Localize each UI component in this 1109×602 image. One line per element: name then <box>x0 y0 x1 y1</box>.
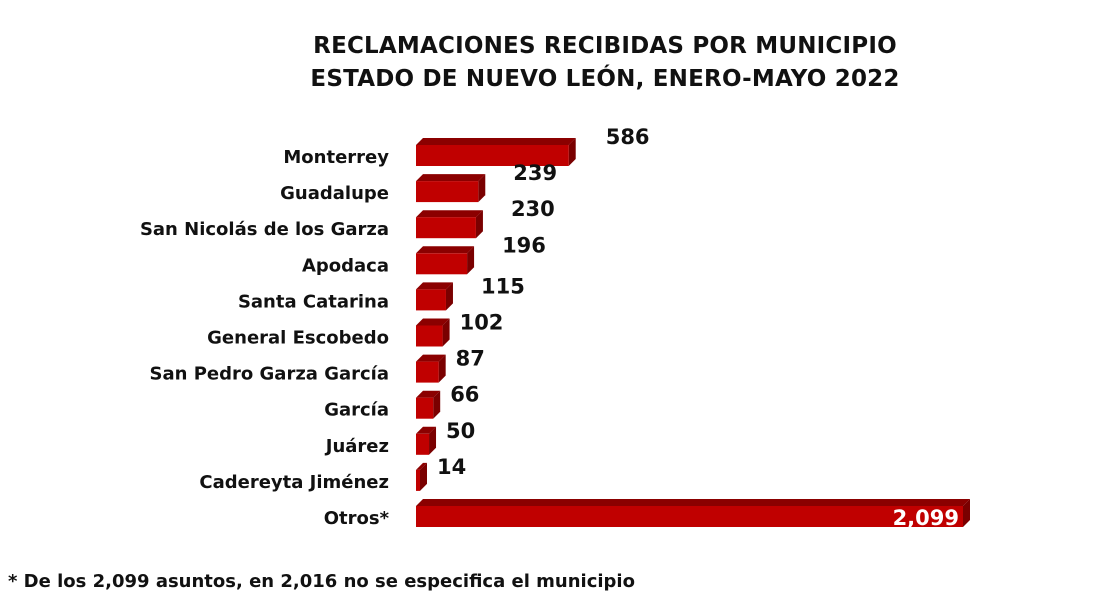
data-label: 239 <box>513 161 557 185</box>
category-label: Monterrey <box>283 147 389 168</box>
data-label: 66 <box>450 383 479 407</box>
category-label: García <box>324 400 389 421</box>
bar-side <box>478 174 486 203</box>
bar <box>416 217 476 239</box>
data-label: 50 <box>446 419 475 443</box>
bar-side <box>475 210 483 239</box>
bar-side <box>429 426 437 455</box>
category-label: Juárez <box>324 436 389 457</box>
bar <box>416 469 420 491</box>
category-label: San Nicolás de los Garza <box>140 219 389 240</box>
bar-side <box>963 499 970 527</box>
chart-subtitle: ESTADO DE NUEVO LEÓN, ENERO-MAYO 2022 <box>310 66 900 92</box>
bar-side <box>568 138 576 166</box>
category-label: Apodaca <box>302 255 389 276</box>
bar-top <box>416 390 441 398</box>
chart-title: RECLAMACIONES RECIBIDAS POR MUNICIPIO <box>313 33 897 59</box>
data-label: 115 <box>481 274 525 298</box>
bar-side <box>433 390 441 419</box>
bar <box>416 145 569 166</box>
bar <box>416 289 446 311</box>
footnote: * De los 2,099 asuntos, en 2,016 no se e… <box>8 571 635 592</box>
bar-top <box>416 138 576 145</box>
bar-top <box>416 246 475 254</box>
data-label: 196 <box>502 233 546 257</box>
bar-top <box>416 174 486 182</box>
category-label: San Pedro Garza García <box>150 364 389 385</box>
bar-top <box>416 210 483 218</box>
bar-top <box>416 282 453 290</box>
bar <box>416 397 434 419</box>
bar <box>416 253 468 275</box>
category-label: Santa Catarina <box>238 291 389 312</box>
bar <box>416 181 479 203</box>
data-label: 586 <box>606 125 650 149</box>
bar-top <box>416 462 427 470</box>
category-label: Guadalupe <box>280 183 389 204</box>
data-label: 230 <box>511 197 555 221</box>
data-label: 102 <box>460 311 504 335</box>
category-label: Otros* <box>324 508 390 529</box>
data-label: 2,099 <box>893 506 959 530</box>
bar-side <box>467 246 475 275</box>
bar-side <box>442 318 450 347</box>
bar <box>416 361 439 383</box>
bar <box>416 506 963 527</box>
bar <box>416 325 443 347</box>
bar-top <box>416 318 450 326</box>
bar <box>416 433 430 455</box>
bar-side <box>420 462 427 491</box>
data-label: 87 <box>456 347 485 371</box>
category-label: Cadereyta Jiménez <box>199 472 389 493</box>
bar-top <box>416 499 970 506</box>
bar-top <box>416 354 446 362</box>
bar-side <box>445 282 453 311</box>
bar-side <box>438 354 446 383</box>
category-label: General Escobedo <box>207 328 389 349</box>
data-label: 14 <box>437 455 466 479</box>
bar-top <box>416 426 437 434</box>
